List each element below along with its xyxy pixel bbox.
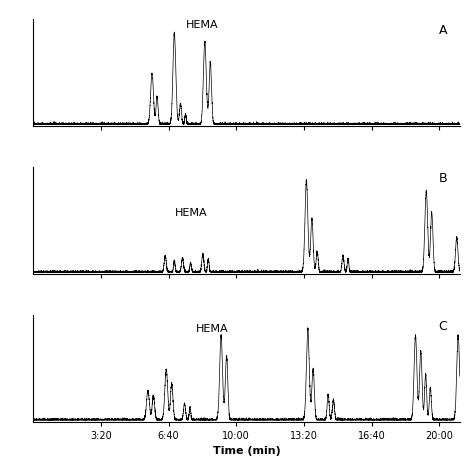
Text: C: C bbox=[438, 320, 447, 333]
Text: HEMA: HEMA bbox=[196, 324, 228, 334]
Text: B: B bbox=[438, 172, 447, 185]
X-axis label: Time (min): Time (min) bbox=[213, 447, 280, 456]
Text: A: A bbox=[438, 24, 447, 37]
Text: HEMA: HEMA bbox=[185, 20, 218, 30]
Text: HEMA: HEMA bbox=[175, 208, 208, 218]
